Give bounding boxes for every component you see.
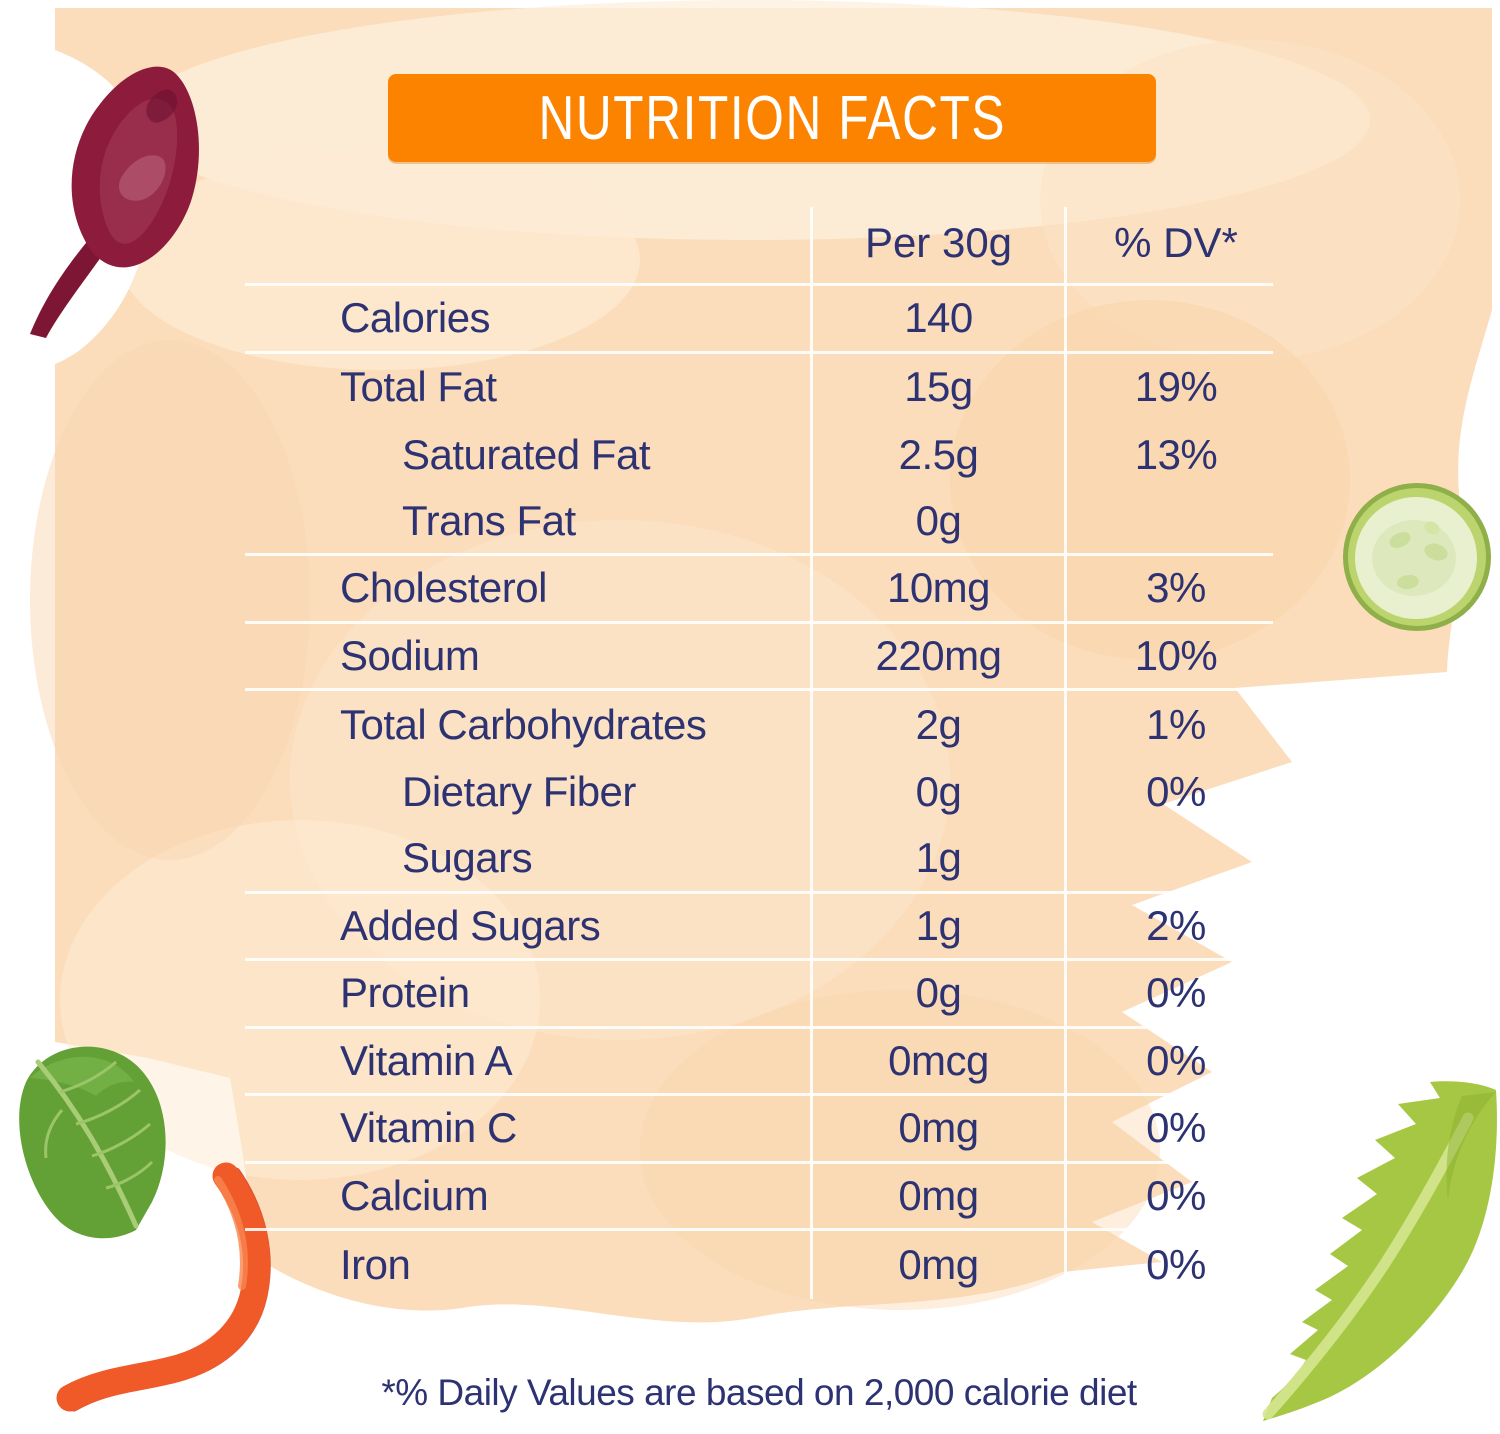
amount-value: 2.5g <box>898 430 979 478</box>
nutrient-label: Added Sugars <box>340 901 601 949</box>
nutrient-label: Calories <box>340 294 491 342</box>
amount-value: 2g <box>915 700 962 748</box>
page-title: NUTRITION FACTS <box>538 83 1006 153</box>
dv-value: 10% <box>1134 631 1218 679</box>
dv-value: 13% <box>1134 430 1218 478</box>
amount-column-header: Per 30g <box>864 219 1013 266</box>
table-row: Sodium 220mg 10% <box>245 624 1273 691</box>
table-row: Vitamin C 0mg 0% <box>245 1096 1273 1164</box>
column-divider-line <box>1064 207 1067 1299</box>
dv-value: 0% <box>1146 1036 1206 1084</box>
nutrient-label: Cholesterol <box>340 564 547 612</box>
table-row: Trans Fat 0g <box>245 489 1273 556</box>
nutrient-label: Trans Fat <box>402 496 576 544</box>
nutrient-label: Calcium <box>340 1171 489 1219</box>
nutrient-label: Protein <box>340 969 470 1017</box>
dv-value: 0% <box>1146 969 1206 1017</box>
dv-value: 3% <box>1146 564 1206 612</box>
amount-value: 0mcg <box>888 1036 989 1084</box>
title-bar: NUTRITION FACTS <box>388 74 1156 162</box>
table-row: Added Sugars 1g 2% <box>245 894 1273 961</box>
table-row: Saturated Fat 2.5g 13% <box>245 421 1273 489</box>
amount-value: 0mg <box>898 1240 979 1288</box>
dv-column-header: % DV* <box>1114 219 1238 266</box>
nutrient-label: Sugars <box>402 834 533 882</box>
nutrient-label: Total Fat <box>340 363 497 411</box>
amount-value: 0g <box>915 768 962 816</box>
nutrient-label: Vitamin A <box>340 1036 513 1084</box>
table-column-headers: Per 30g % DV* <box>245 210 1273 276</box>
amount-value: 220mg <box>875 631 1002 679</box>
table-row: Sugars 1g <box>245 826 1273 894</box>
table-row: Vitamin A 0mcg 0% <box>245 1029 1273 1096</box>
nutrient-label: Saturated Fat <box>402 430 650 478</box>
dv-value: 2% <box>1146 901 1206 949</box>
table-row: Calories 140 <box>245 286 1273 354</box>
amount-value: 15g <box>904 363 973 411</box>
dv-value: 19% <box>1134 363 1218 411</box>
table-row: Total Carbohydrates 2g 1% <box>245 691 1273 759</box>
amount-value: 1g <box>915 834 962 882</box>
dv-value: 0% <box>1146 1104 1206 1152</box>
table-row: Iron 0mg 0% <box>245 1231 1273 1299</box>
table-row: Total Fat 15g 19% <box>245 354 1273 422</box>
amount-value: 0g <box>915 496 962 544</box>
amount-value: 0g <box>915 969 962 1017</box>
beet-leaf-image <box>30 66 199 338</box>
cucumber-slice-image <box>1343 483 1491 631</box>
amount-value: 0mg <box>898 1171 979 1219</box>
amount-value: 1g <box>915 901 962 949</box>
amount-value: 0mg <box>898 1104 979 1152</box>
table-row: Calcium 0mg 0% <box>245 1164 1273 1231</box>
nutrient-label: Iron <box>340 1240 411 1288</box>
dv-value: 1% <box>1146 700 1206 748</box>
nutrient-label: Total Carbohydrates <box>340 700 707 748</box>
table-row: Cholesterol 10mg 3% <box>245 556 1273 624</box>
nutrient-label: Sodium <box>340 631 480 679</box>
nutrient-label: Vitamin C <box>340 1104 517 1152</box>
dv-value: 0% <box>1146 1171 1206 1219</box>
nutrition-table: Calories 140 Total Fat 15g 19% Saturated… <box>245 283 1273 1299</box>
table-row: Dietary Fiber 0g 0% <box>245 759 1273 827</box>
daily-values-footnote: *% Daily Values are based on 2,000 calor… <box>381 1372 1137 1413</box>
amount-value: 140 <box>904 294 973 342</box>
dv-value: 0% <box>1146 1240 1206 1288</box>
dv-value: 0% <box>1146 768 1206 816</box>
basil-leaf-image <box>19 1046 166 1239</box>
amount-value: 10mg <box>886 564 991 612</box>
column-divider-line <box>810 207 813 1299</box>
lettuce-leaf-image <box>1262 1081 1497 1421</box>
table-row: Protein 0g 0% <box>245 961 1273 1029</box>
nutrient-label: Dietary Fiber <box>402 768 636 816</box>
